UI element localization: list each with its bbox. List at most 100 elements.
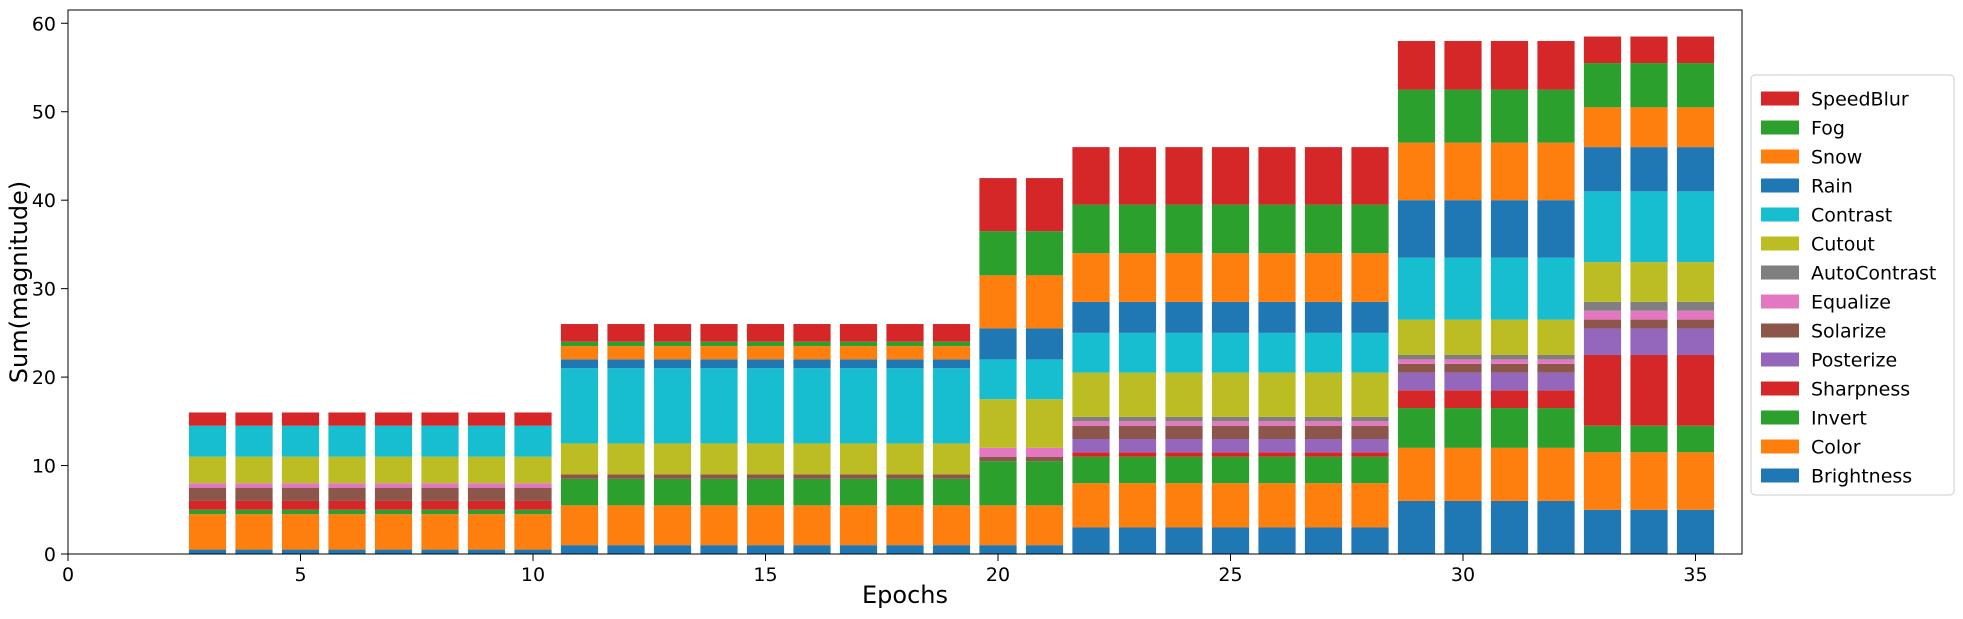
bar-segment [467, 456, 506, 484]
bar-segment [1444, 257, 1482, 320]
bar-segment [1211, 204, 1250, 254]
bar-segment [188, 456, 227, 484]
bar-segment [607, 324, 645, 342]
legend-label: Sharpness [1811, 379, 1910, 401]
bar-segment [1258, 452, 1296, 457]
bar-segment [560, 474, 599, 479]
bar-segment [560, 346, 599, 360]
x-tick-label: 15 [753, 564, 777, 586]
bar-segment [1630, 107, 1668, 148]
bar-segment [1583, 262, 1622, 302]
bar-segment [607, 478, 645, 506]
bar-segment [235, 514, 273, 550]
legend: SpeedBlur Fog Snow Rain Contrast Cutout AutoCo… [1750, 74, 1955, 496]
y-tick-label: 10 [32, 456, 56, 478]
bar-segment [235, 487, 273, 501]
bar-segment [653, 545, 692, 554]
legend-box [1750, 74, 1955, 496]
bar-segment [1118, 332, 1157, 373]
bar-segment [1304, 332, 1343, 373]
bar-segment [1211, 332, 1250, 373]
bar-segment [281, 487, 320, 501]
bar-segment [374, 487, 413, 501]
bar-segment [281, 509, 320, 515]
bar-segment [1490, 372, 1529, 391]
bar-segment [886, 474, 924, 479]
legend-label: Rain [1811, 176, 1853, 198]
bar-segment [1072, 416, 1110, 422]
x-tick-label: 35 [1683, 564, 1707, 586]
bar-segment [700, 474, 738, 479]
bar-segment [1537, 89, 1575, 143]
bar-segment [1304, 425, 1343, 440]
bar-segment [281, 549, 320, 554]
bar-segment [1630, 425, 1668, 453]
bar-segment [235, 456, 273, 484]
bar-segment [1025, 461, 1064, 506]
bar-segment [1118, 147, 1157, 205]
bar-segment [1165, 421, 1203, 426]
bar-segment [793, 443, 831, 475]
bar-segment [281, 412, 320, 426]
bar-segment [886, 341, 924, 347]
bar-segment [979, 545, 1017, 554]
bar-segment [328, 549, 366, 554]
bar-segment [793, 346, 831, 360]
bar-segment [1211, 421, 1250, 426]
legend-label: Invert [1811, 408, 1867, 430]
bar-segment [1676, 191, 1715, 263]
bar-segment [1397, 257, 1436, 320]
bar-segment [1211, 456, 1250, 484]
bar-segment [1258, 421, 1296, 426]
bar-segment [1072, 421, 1110, 426]
bar-segment [421, 487, 459, 501]
bar-segment [979, 447, 1017, 457]
bar-segment [1072, 204, 1110, 254]
bar-segment [1304, 253, 1343, 302]
bar-segment [1304, 527, 1343, 554]
bar-segment [1304, 301, 1343, 333]
bar-segment [1211, 452, 1250, 457]
bar-segment [328, 412, 366, 426]
bar-segment [1304, 204, 1343, 254]
bar-segment [1258, 527, 1296, 554]
bar-segment [560, 478, 599, 506]
bar-segment [979, 461, 1017, 506]
bar-segment [1025, 545, 1064, 554]
bar-segment [1397, 390, 1436, 409]
bar-segment [1351, 421, 1389, 426]
bar-segment [932, 443, 971, 475]
legend-label: Equalize [1811, 292, 1891, 314]
bar-segment [746, 368, 785, 444]
bar-segment [839, 368, 878, 444]
bar-segment [1211, 439, 1250, 453]
bar-segment [1583, 301, 1622, 311]
bar-segment [653, 443, 692, 475]
legend-swatch [1761, 294, 1799, 309]
bar-segment [793, 474, 831, 479]
bar-segment [653, 478, 692, 506]
bar-segment [653, 346, 692, 360]
bar-segment [1630, 328, 1668, 355]
bar-segment [1583, 147, 1622, 192]
bar-segment [1118, 301, 1157, 333]
bar-segment [793, 545, 831, 554]
bar-segment [746, 341, 785, 347]
bar-segment [1444, 408, 1482, 448]
legend-swatch [1761, 265, 1799, 280]
bar-segment [1397, 363, 1436, 373]
bar-segment [467, 425, 506, 457]
bar-segment [421, 514, 459, 550]
bar-segment [886, 368, 924, 444]
bar-segment [1490, 447, 1529, 501]
legend-swatch [1761, 178, 1799, 193]
bar-segment [793, 324, 831, 342]
bar-segment [1444, 142, 1482, 201]
bar-segment [1397, 447, 1436, 501]
bar-segment [1351, 452, 1389, 457]
bar-segment [421, 509, 459, 515]
bar-segment [886, 324, 924, 342]
bar-segment [1211, 147, 1250, 205]
bar-segment [607, 346, 645, 360]
bar-segment [1072, 439, 1110, 453]
